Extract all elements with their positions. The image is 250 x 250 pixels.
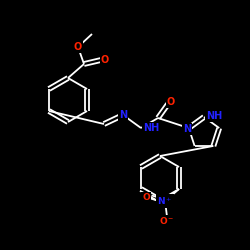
Text: O: O [74,42,82,52]
Text: N: N [183,124,191,134]
Text: NH: NH [143,123,159,133]
Text: N$^+$: N$^+$ [157,195,173,207]
Text: O: O [142,192,150,202]
Text: O: O [101,55,109,65]
Text: N: N [119,110,127,120]
Text: NH: NH [206,111,222,121]
Text: O: O [167,97,175,107]
Text: O$^-$: O$^-$ [159,216,175,226]
